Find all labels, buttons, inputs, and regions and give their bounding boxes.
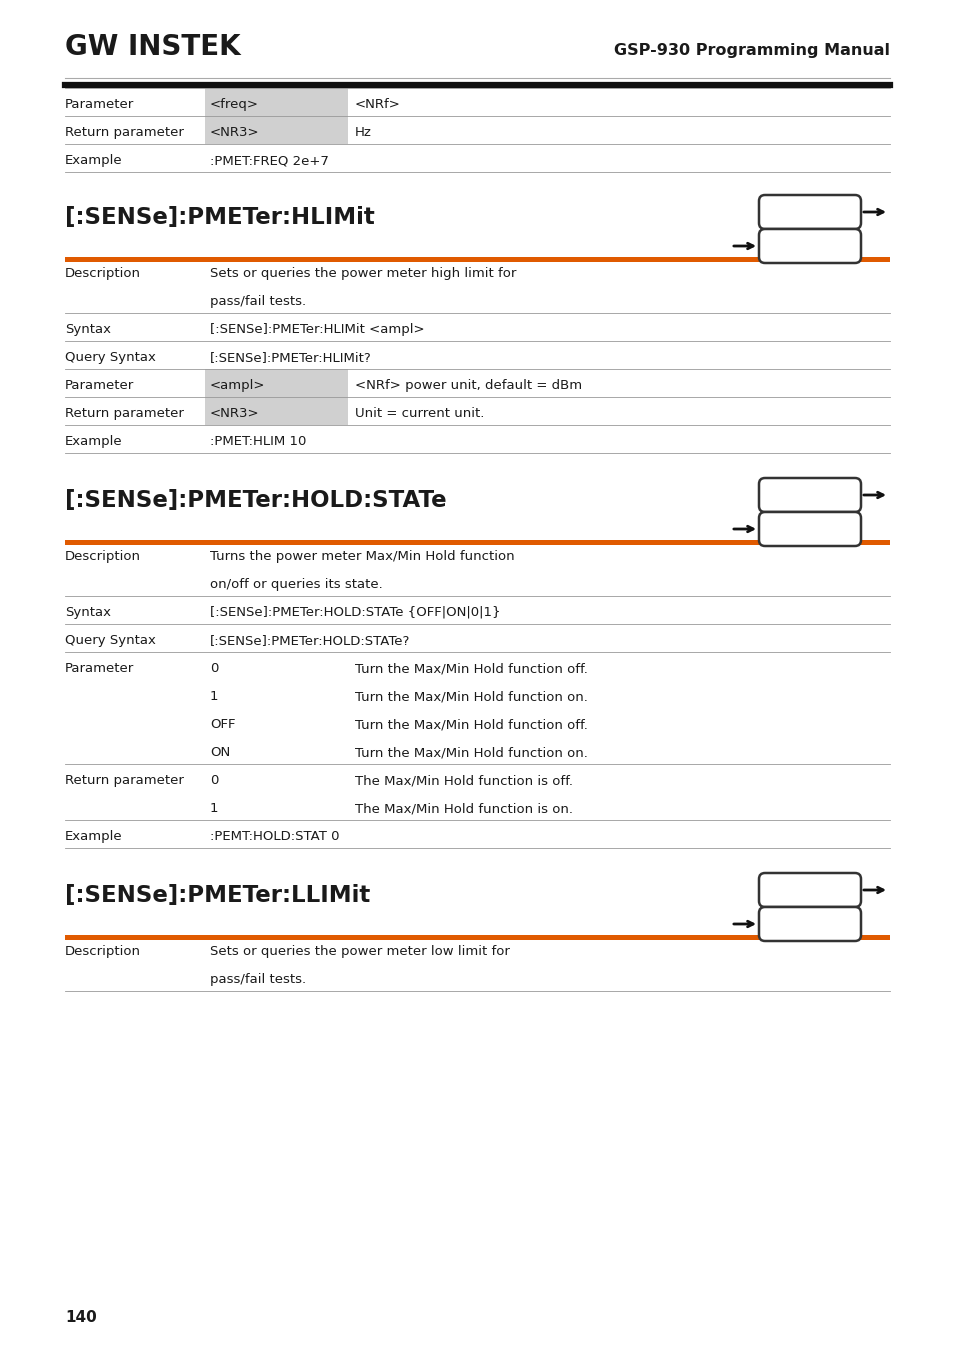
Text: Turns the power meter Max/Min Hold function: Turns the power meter Max/Min Hold funct… — [210, 549, 514, 563]
Text: [:SENSe]:PMETer:HOLD:STATe {OFF|ON|0|1}: [:SENSe]:PMETer:HOLD:STATe {OFF|ON|0|1} — [210, 606, 500, 620]
Text: 0: 0 — [210, 662, 218, 675]
Text: <NRf> power unit, default = dBm: <NRf> power unit, default = dBm — [355, 379, 581, 391]
Bar — [205, 116, 348, 144]
Text: <NR3>: <NR3> — [210, 406, 259, 420]
Text: Unit = current unit.: Unit = current unit. — [355, 406, 484, 420]
Text: Turn the Max/Min Hold function on.: Turn the Max/Min Hold function on. — [355, 747, 587, 759]
Text: :PEMT:HOLD:STAT 0: :PEMT:HOLD:STAT 0 — [210, 830, 339, 842]
Bar — [205, 88, 348, 116]
Text: Syntax: Syntax — [65, 323, 111, 336]
Text: Description: Description — [65, 945, 141, 958]
Text: Query Syntax: Query Syntax — [65, 634, 155, 647]
Text: Example: Example — [65, 154, 123, 167]
FancyBboxPatch shape — [759, 873, 861, 907]
FancyBboxPatch shape — [759, 512, 861, 545]
Text: [:SENSe]:PMETer:LLIMit: [:SENSe]:PMETer:LLIMit — [65, 884, 370, 907]
Text: Turn the Max/Min Hold function off.: Turn the Max/Min Hold function off. — [355, 662, 587, 675]
Text: Return parameter: Return parameter — [65, 406, 184, 420]
Text: Turn the Max/Min Hold function on.: Turn the Max/Min Hold function on. — [355, 690, 587, 703]
Text: Sets or queries the power meter low limit for: Sets or queries the power meter low limi… — [210, 945, 509, 958]
Text: Parameter: Parameter — [65, 379, 134, 391]
Text: Sets or queries the power meter high limit for: Sets or queries the power meter high lim… — [210, 267, 516, 279]
Text: Hz: Hz — [355, 126, 372, 139]
Text: The Max/Min Hold function is off.: The Max/Min Hold function is off. — [355, 774, 573, 787]
Text: Return parameter: Return parameter — [65, 774, 184, 787]
FancyBboxPatch shape — [759, 194, 861, 230]
Text: ON: ON — [210, 747, 230, 759]
Text: on/off or queries its state.: on/off or queries its state. — [210, 578, 382, 591]
Text: Description: Description — [65, 549, 141, 563]
Text: OFF: OFF — [210, 718, 235, 730]
Text: 0: 0 — [210, 774, 218, 787]
Text: Example: Example — [65, 435, 123, 448]
Text: pass/fail tests.: pass/fail tests. — [210, 296, 306, 308]
FancyBboxPatch shape — [759, 230, 861, 263]
Text: <NRf>: <NRf> — [355, 99, 400, 111]
Text: The Max/Min Hold function is on.: The Max/Min Hold function is on. — [355, 802, 573, 815]
Text: Query Syntax: Query Syntax — [65, 351, 155, 364]
Text: :PMET:FREQ 2e+7: :PMET:FREQ 2e+7 — [210, 154, 329, 167]
Text: GSP-930 Programming Manual: GSP-930 Programming Manual — [614, 43, 889, 58]
Text: Description: Description — [65, 267, 141, 279]
Bar — [205, 370, 348, 397]
Text: Example: Example — [65, 830, 123, 842]
Bar — [205, 397, 348, 425]
Text: 1: 1 — [210, 802, 218, 815]
Text: Parameter: Parameter — [65, 99, 134, 111]
Text: [:SENSe]:PMETer:HOLD:STATe: [:SENSe]:PMETer:HOLD:STATe — [65, 489, 446, 512]
Text: [:SENSe]:PMETer:HLIMit?: [:SENSe]:PMETer:HLIMit? — [210, 351, 372, 364]
Text: Parameter: Parameter — [65, 662, 134, 675]
Bar — [65, 540, 889, 545]
Text: GW INSTEK: GW INSTEK — [65, 32, 240, 61]
Bar — [65, 936, 889, 940]
Text: Turn the Max/Min Hold function off.: Turn the Max/Min Hold function off. — [355, 718, 587, 730]
Text: 140: 140 — [65, 1310, 96, 1324]
Text: Syntax: Syntax — [65, 606, 111, 620]
Text: <NR3>: <NR3> — [210, 126, 259, 139]
FancyBboxPatch shape — [759, 907, 861, 941]
Bar — [65, 256, 889, 262]
Text: [:SENSe]:PMETer:HOLD:STATe?: [:SENSe]:PMETer:HOLD:STATe? — [210, 634, 410, 647]
Text: <freq>: <freq> — [210, 99, 258, 111]
Text: Return parameter: Return parameter — [65, 126, 184, 139]
Text: <ampl>: <ampl> — [210, 379, 265, 391]
FancyBboxPatch shape — [759, 478, 861, 512]
Text: [:SENSe]:PMETer:HLIMit: [:SENSe]:PMETer:HLIMit — [65, 207, 375, 230]
Text: :PMET:HLIM 10: :PMET:HLIM 10 — [210, 435, 306, 448]
Text: [:SENSe]:PMETer:HLIMit <ampl>: [:SENSe]:PMETer:HLIMit <ampl> — [210, 323, 424, 336]
Text: pass/fail tests.: pass/fail tests. — [210, 973, 306, 985]
Text: 1: 1 — [210, 690, 218, 703]
